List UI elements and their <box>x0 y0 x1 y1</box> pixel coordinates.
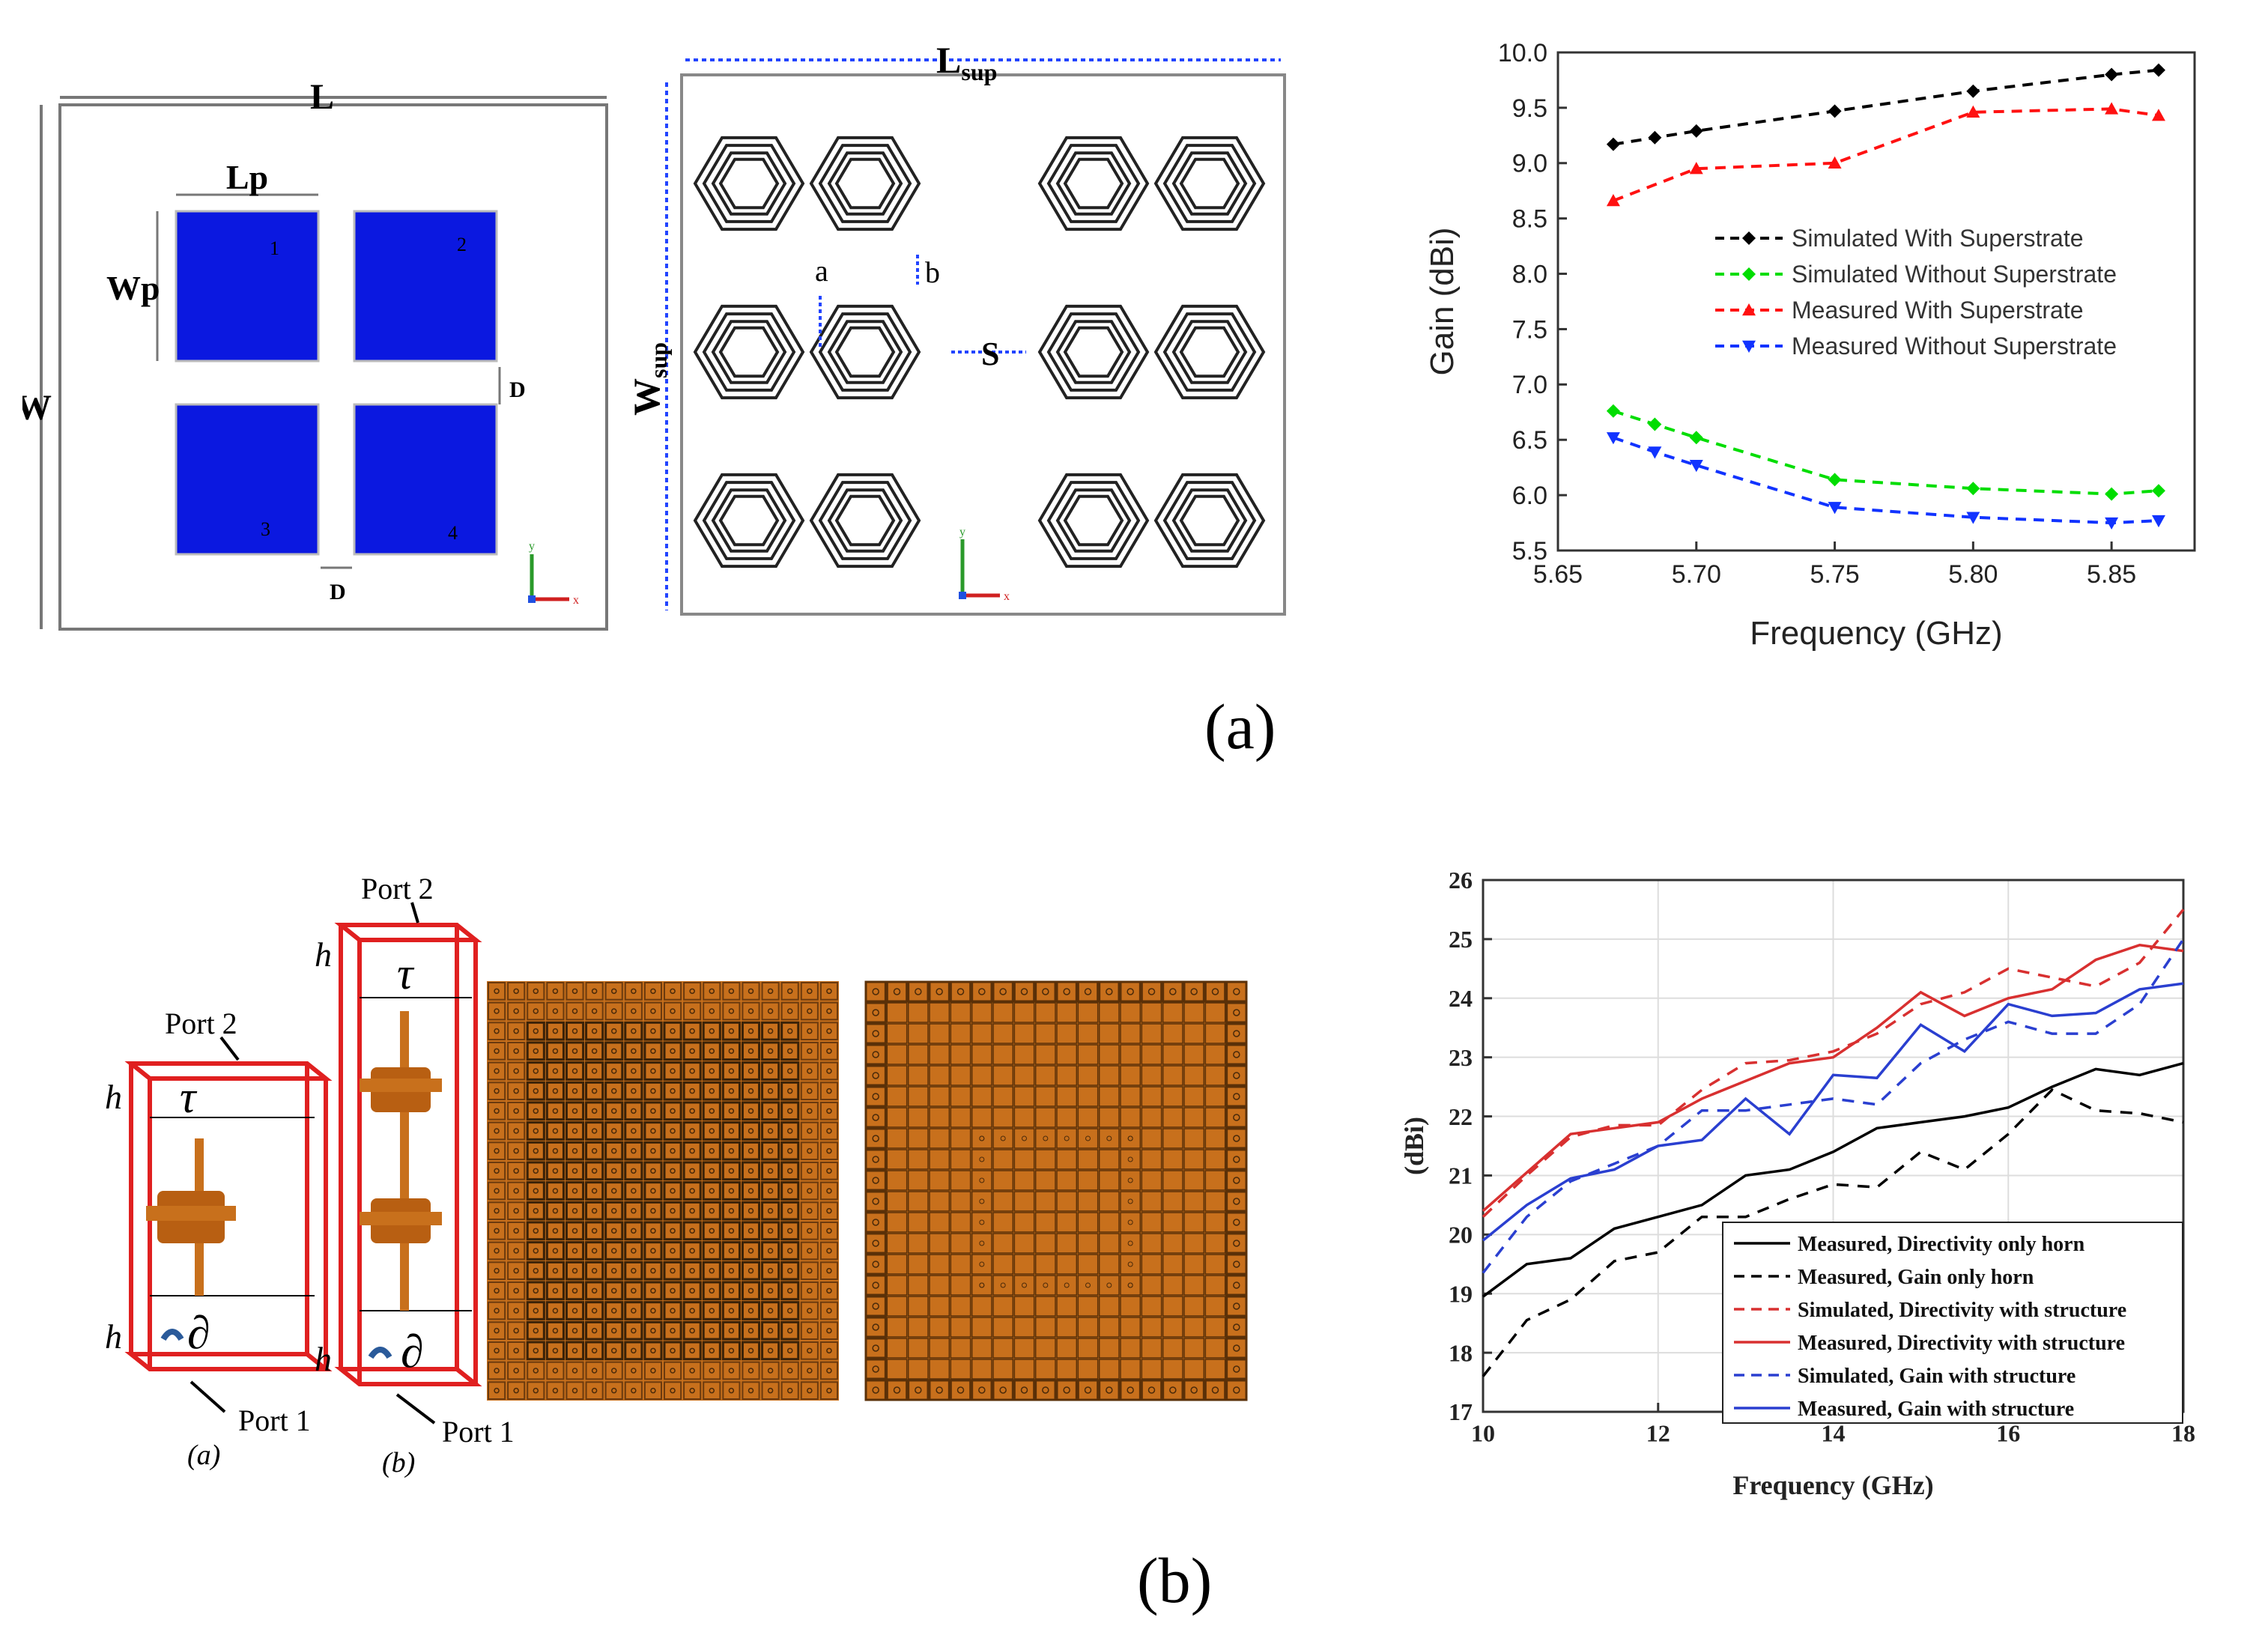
legend-entry: Measured, Gain only horn <box>1798 1266 2034 1289</box>
array-right-substrate <box>865 981 1247 1401</box>
gain-vs-frequency-chart: 5.65 5.70 5.75 5.80 5.855.56.06.57.07.58.08.… <box>1416 22 2262 682</box>
x-tick-label: 12 <box>1646 1420 1670 1447</box>
y-tick-label: 9.5 <box>1512 94 1547 123</box>
cell-b-tau: τ <box>397 949 415 998</box>
cell-b-label: (b) <box>382 1447 415 1478</box>
dim-Lsup: Lsup <box>936 41 997 85</box>
legend-entry: Simulated, Directivity with structure <box>1798 1299 2126 1322</box>
metasurface-array-right <box>865 981 1247 1401</box>
directivity-gain-chart: 10 12 14 16 18 17 18 19 20 21 22 23 24 25 26 Frequency … <box>1393 846 2262 1520</box>
x-axis-label: Frequency (GHz) <box>1750 615 2002 652</box>
legend-entry: Measured Without Superstrate <box>1792 333 2117 360</box>
cell-a-port-top: Port 2 <box>165 1007 237 1040</box>
y-tick-label: 7.5 <box>1512 315 1547 344</box>
dim-D-horizontal: D <box>330 580 346 604</box>
cell-b-h-top: h <box>315 935 332 974</box>
x-tick-label: 5.85 <box>2087 560 2136 589</box>
array-left-substrate <box>487 981 839 1401</box>
y-tick-label: 20 <box>1449 1222 1473 1249</box>
unit-cell-figure: h τ h ∂ Port 2 Port 1 (a) h τ h ∂ Port 2… <box>67 854 524 1490</box>
x-tick-label: 5.70 <box>1672 560 1721 589</box>
patch-number-2: 2 <box>457 234 467 255</box>
y-tick-label: 7.0 <box>1512 371 1547 399</box>
cell-b-partial: ∂ <box>401 1326 424 1377</box>
y-tick-label: 19 <box>1449 1280 1473 1307</box>
y-tick-label: 21 <box>1449 1162 1473 1189</box>
legend-entry: Measured, Directivity with structure <box>1798 1332 2125 1355</box>
axis-x-label-2: x <box>1004 590 1010 603</box>
axis-y-label: y <box>529 540 535 553</box>
dim-L: L <box>310 77 334 117</box>
superstrate-figure: Lsup Wsup a b S y x <box>629 41 1303 633</box>
y-tick-label: 17 <box>1449 1398 1473 1425</box>
x-tick-label: 5.80 <box>1948 560 1998 589</box>
legend-entry: Simulated Without Superstrate <box>1792 261 2117 288</box>
y-tick-label: 24 <box>1449 985 1473 1012</box>
dim-Lp: Lp <box>226 158 268 196</box>
cell-b-port-top: Port 2 <box>361 872 434 906</box>
dim-a: a <box>815 254 828 288</box>
patch-2 <box>354 211 497 361</box>
patch-number-3: 3 <box>261 518 270 540</box>
dim-W: W <box>22 388 52 428</box>
y-tick-label: 9.0 <box>1512 150 1547 178</box>
legend-entry: Simulated, Gain with structure <box>1798 1365 2076 1388</box>
cell-a-h-bottom: h <box>105 1317 122 1356</box>
cell-a-port-bottom: Port 1 <box>238 1404 311 1437</box>
y-tick-label: 26 <box>1449 867 1473 894</box>
y-axis-label: Gain (dBi) <box>1424 227 1461 375</box>
axis-x-label: x <box>573 594 579 607</box>
caption-b: (b) <box>1137 1543 1212 1618</box>
y-tick-label: 25 <box>1449 926 1473 953</box>
dim-D-vertical: D <box>509 377 526 402</box>
legend-entry: Measured, Gain with structure <box>1798 1398 2074 1421</box>
dim-Wp: Wp <box>106 269 160 307</box>
patch-number-1: 1 <box>270 237 279 259</box>
y-tick-label: 10.0 <box>1498 39 1547 67</box>
antenna-layout-figure: L W 1 2 3 4 Lp Wp D D y x <box>22 45 622 644</box>
y-tick-label: 5.5 <box>1512 537 1547 565</box>
y-tick-label: 23 <box>1449 1044 1473 1071</box>
patch-4 <box>354 404 497 554</box>
patch-number-4: 4 <box>448 522 458 544</box>
dim-b: b <box>925 255 940 289</box>
metasurface-array-left <box>487 981 839 1401</box>
y-axis-label: (dBi) <box>1399 1117 1429 1175</box>
dim-S: S <box>981 336 999 372</box>
cell-a-partial: ∂ <box>187 1308 210 1359</box>
legend-entry: Simulated With Superstrate <box>1792 225 2084 252</box>
cell-b-port-bottom: Port 1 <box>442 1415 515 1449</box>
substrate-outline <box>60 105 607 629</box>
cell-b-h-bottom: h <box>315 1340 332 1378</box>
y-tick-label: 18 <box>1449 1339 1473 1366</box>
x-tick-label: 5.75 <box>1810 560 1859 589</box>
y-tick-label: 8.0 <box>1512 260 1547 288</box>
y-tick-label: 22 <box>1449 1103 1473 1130</box>
unit-cell-a: h τ h ∂ Port 2 Port 1 (a) <box>105 1007 326 1471</box>
x-axis-label: Frequency (GHz) <box>1732 1470 1933 1500</box>
x-tick-label: 10 <box>1471 1420 1495 1447</box>
cell-a-tau: τ <box>180 1073 198 1122</box>
caption-a: (a) <box>1204 689 1276 764</box>
cell-a-h-top: h <box>105 1078 122 1116</box>
patch-3 <box>176 404 318 554</box>
legend-entry: Measured With Superstrate <box>1792 297 2084 324</box>
y-tick-label: 6.0 <box>1512 482 1547 510</box>
y-tick-label: 6.5 <box>1512 426 1547 455</box>
patch-1 <box>176 211 318 361</box>
legend-entry: Measured, Directivity only horn <box>1798 1233 2085 1256</box>
y-tick-label: 8.5 <box>1512 205 1547 234</box>
metasurface-arrays-figure <box>479 974 1258 1408</box>
legend: Measured, Directivity only horn Measured,… <box>1723 1222 2183 1423</box>
axis-y-label-2: y <box>959 526 965 539</box>
dim-Wsup: Wsup <box>629 342 672 416</box>
cell-a-label: (a) <box>187 1440 220 1471</box>
